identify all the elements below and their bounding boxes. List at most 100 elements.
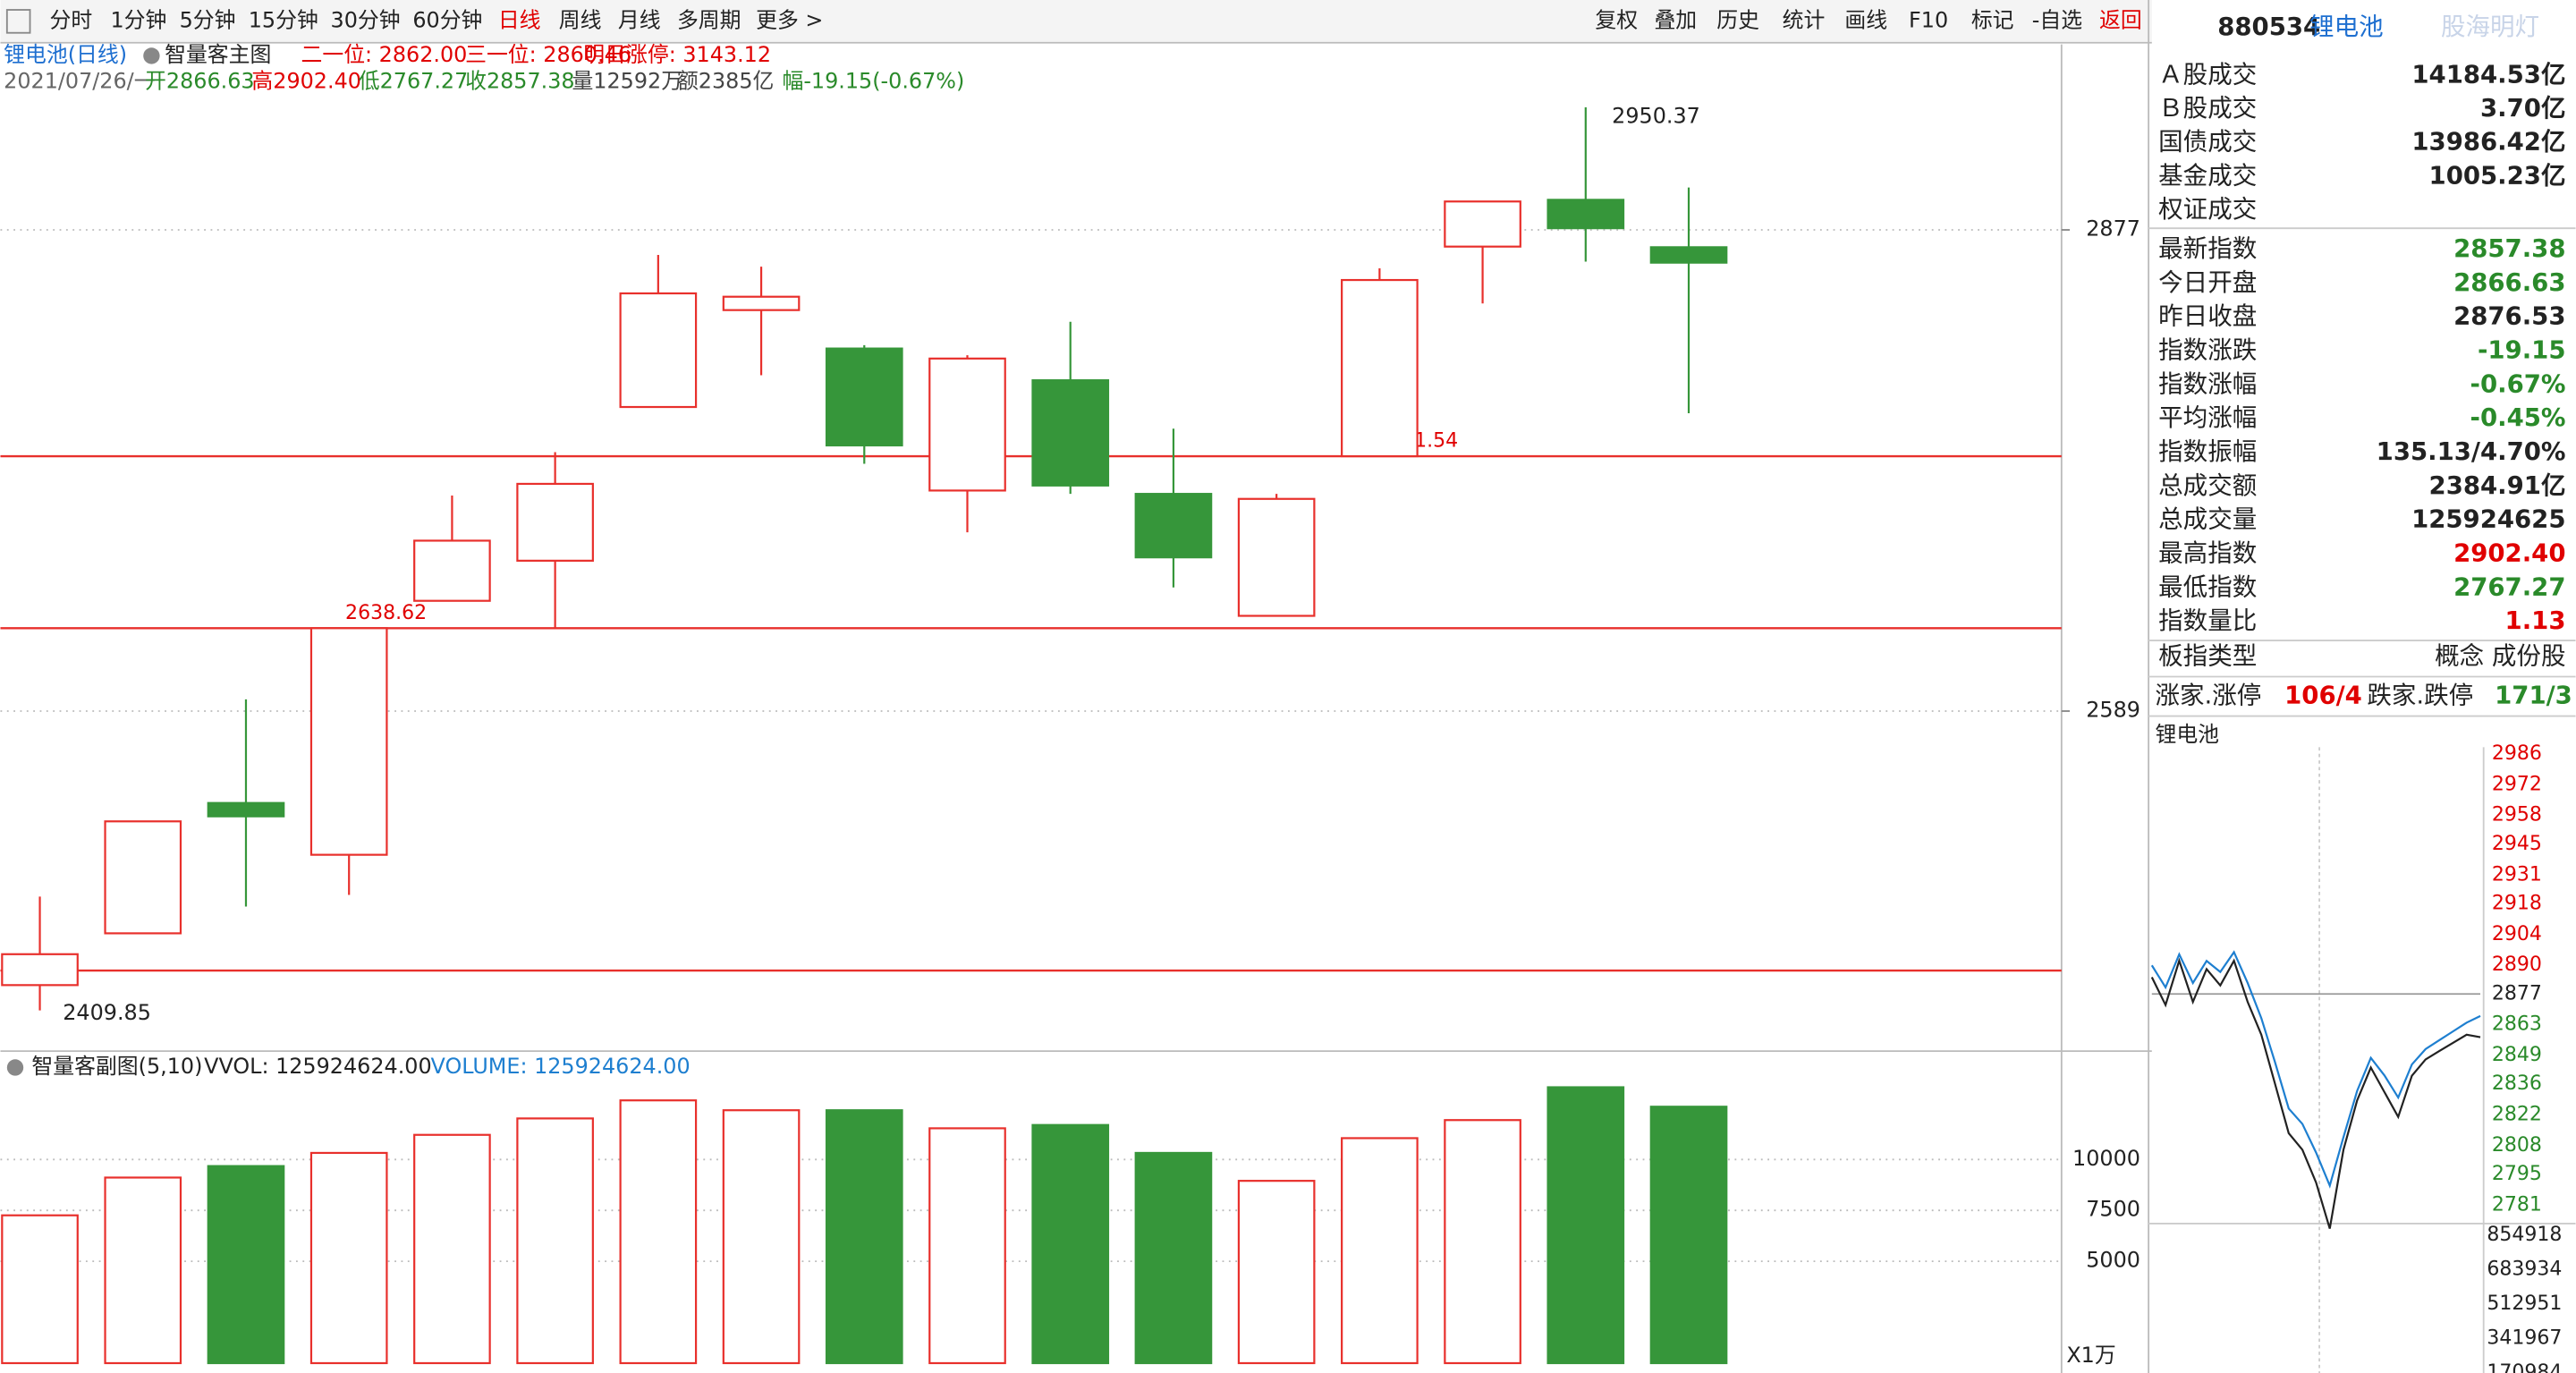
toolbar-button[interactable]: 月线 [618, 7, 661, 32]
info-label: 指数量比 [2158, 606, 2257, 635]
y-tick-label: 2822 [2492, 1104, 2542, 1126]
info-value: 14184.53亿 [2411, 60, 2565, 89]
toolbar-button[interactable]: 1分钟 [110, 7, 166, 32]
info-label: 基金成交 [2158, 161, 2257, 190]
breadth-label: 涨家.涨停 [2155, 682, 2261, 710]
info-value: 1005.23亿 [2429, 161, 2566, 190]
toolbar-bg [0, 0, 2152, 43]
ohlc-item: 幅-19.15(-0.67%) [782, 68, 964, 93]
info-label: 平均涨幅 [2158, 403, 2257, 432]
volume-bar [928, 1127, 1006, 1365]
volume-bar [1, 1214, 79, 1365]
candle-body [309, 627, 388, 856]
y-tick-label: 2972 [2492, 773, 2542, 795]
volume-bar [1031, 1123, 1110, 1365]
breadth-value: 171/3 [2495, 682, 2572, 710]
candle-body [619, 292, 698, 409]
toolbar-button[interactable]: 返回 [2099, 7, 2142, 32]
volume-bar [619, 1099, 698, 1365]
toolbar-button[interactable]: 更多 > [756, 7, 823, 32]
info-label: 总成交额 [2158, 471, 2257, 500]
toolbar-button[interactable]: 5分钟 [180, 7, 236, 32]
toolbar-button[interactable]: 30分钟 [331, 7, 401, 32]
volume-bar [1237, 1180, 1316, 1365]
volume-bar [1341, 1137, 1419, 1365]
toolbar-button[interactable]: 分时 [50, 7, 93, 32]
toolbar-button[interactable]: 画线 [1844, 7, 1887, 32]
y-tick-label: 7500 [2086, 1197, 2140, 1222]
ohlc-item: 额2385亿 [677, 68, 774, 93]
header-item: 二一位: 2862.00 [301, 42, 467, 67]
candle-body [1546, 199, 1625, 230]
volume-bar [413, 1133, 491, 1365]
toolbar-button[interactable]: F10 [1909, 7, 1948, 32]
unit-label: X1万 [2066, 1343, 2115, 1368]
y2-tick-label: 683934 [2487, 1258, 2562, 1280]
candle-body [104, 820, 182, 935]
info-label: Ｂ股成交 [2158, 94, 2257, 123]
info-label: 总成交量 [2158, 505, 2257, 534]
info-value: 2902.40 [2453, 539, 2565, 568]
info-value: 2876.53 [2453, 302, 2565, 331]
y-tick-label: 2945 [2492, 833, 2542, 855]
toolbar-button[interactable]: -自选 [2032, 7, 2082, 32]
info-label: 指数振幅 [2158, 437, 2257, 466]
toolbar-button[interactable]: 复权 [1595, 7, 1638, 32]
info-label: Ａ股成交 [2158, 60, 2257, 89]
volume-bar [825, 1109, 903, 1365]
volume-bar [1444, 1119, 1521, 1365]
toolbar-button[interactable]: 标记 [1971, 7, 2014, 32]
volume-bar [309, 1151, 388, 1365]
toolbar-button[interactable]: 统计 [1783, 7, 1826, 32]
y-tick-label: 5000 [2086, 1248, 2140, 1273]
candle-body [1341, 278, 1419, 458]
y2-tick-label: 512951 [2487, 1292, 2562, 1315]
header-item: 明日涨停: 3143.12 [583, 42, 771, 67]
y2-tick-label: 170984 [2487, 1361, 2562, 1373]
info-label: 权证成交 [2158, 195, 2257, 224]
watermark: 股海明灯 [2441, 13, 2539, 41]
info-value: 2767.27 [2453, 572, 2565, 601]
toolbar-button[interactable]: 多周期 [677, 7, 741, 32]
support-label: 2638.62 [345, 602, 427, 624]
toolbar-button[interactable]: 历史 [1716, 7, 1759, 32]
menu-icon[interactable] [5, 9, 31, 34]
toolbar-button[interactable]: 周线 [559, 7, 602, 32]
toolbar-button[interactable]: 60分钟 [412, 7, 482, 32]
chart-icon[interactable] [143, 47, 160, 64]
candle-body [413, 539, 491, 602]
info-label: 最高指数 [2158, 539, 2257, 568]
info-label: 昨日收盘 [2158, 302, 2257, 331]
candle-body [1444, 200, 1521, 248]
y-tick-label: 2931 [2492, 863, 2542, 886]
code: 880534 [2217, 13, 2320, 41]
volume-bar [1134, 1151, 1213, 1365]
info-value: 13986.42亿 [2411, 128, 2565, 157]
chart-name: 智量客主图 [165, 42, 271, 67]
breadth-value: 106/4 [2284, 682, 2362, 710]
volume-bar [207, 1165, 285, 1365]
info-value: 3.70亿 [2480, 94, 2565, 123]
toolbar-button[interactable]: 日线 [498, 7, 541, 32]
candle-body [825, 347, 903, 447]
chart-icon[interactable] [6, 1059, 24, 1076]
y-tick-label: 2836 [2492, 1072, 2542, 1095]
y-tick-label: 2904 [2492, 923, 2542, 945]
volume-bar [722, 1109, 801, 1365]
toolbar-button[interactable]: 15分钟 [249, 7, 318, 32]
vvol-label: VVOL: 125924624.00 [204, 1054, 432, 1079]
info-value: 2866.63 [2453, 268, 2565, 297]
ohlc-item: 高2902.40 [251, 68, 361, 93]
type-value: 概念 成份股 [2435, 641, 2565, 670]
y-tick-label: 2877 [2086, 216, 2140, 242]
y-tick-label: 2589 [2086, 697, 2140, 722]
y-tick-label: 2808 [2492, 1134, 2542, 1157]
toolbar-button[interactable]: 叠加 [1654, 7, 1697, 32]
candle-body [1649, 246, 1728, 264]
ohlc-item: 收2857.38 [465, 68, 575, 93]
volume-label: VOLUME: 125924624.00 [431, 1054, 691, 1079]
name: 锂电池 [2309, 13, 2384, 41]
info-label: 国债成交 [2158, 128, 2257, 157]
info-label: 最低指数 [2158, 572, 2257, 601]
